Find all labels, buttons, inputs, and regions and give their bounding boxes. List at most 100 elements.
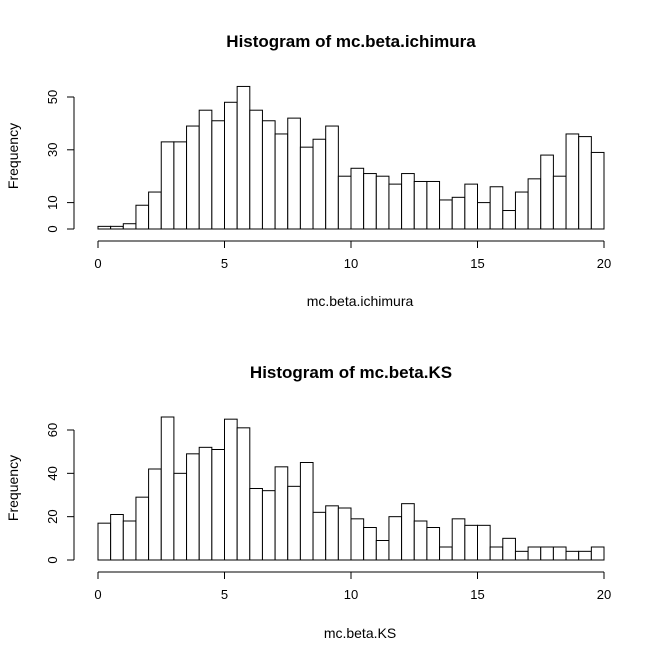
histogram-bar bbox=[514, 191, 529, 230]
histogram-bar bbox=[186, 453, 200, 561]
histogram-bar bbox=[426, 180, 441, 230]
histogram-bar bbox=[552, 175, 567, 230]
histogram-bar bbox=[413, 180, 428, 230]
histogram-bar bbox=[578, 136, 592, 230]
histogram-bar bbox=[439, 199, 453, 230]
x-tick-label: 15 bbox=[470, 587, 484, 602]
histogram-bar bbox=[261, 490, 276, 561]
histogram-bar bbox=[287, 117, 301, 230]
histogram-bar bbox=[135, 496, 150, 561]
chart-title: Histogram of mc.beta.KS bbox=[250, 363, 452, 382]
histogram-bar bbox=[249, 488, 263, 561]
histogram-bar bbox=[451, 518, 466, 561]
histogram-bar bbox=[565, 550, 580, 561]
histogram-bar bbox=[565, 133, 580, 230]
x-tick-label: 0 bbox=[94, 587, 101, 602]
histogram-ichimura: Histogram of mc.beta.ichimura mc.beta.ic… bbox=[5, 32, 611, 309]
histogram-bar bbox=[173, 472, 188, 561]
histogram-bar bbox=[97, 225, 112, 230]
histogram-bar bbox=[413, 520, 428, 561]
histogram-bar bbox=[464, 183, 479, 230]
histogram-bar bbox=[337, 175, 352, 230]
histogram-bar bbox=[350, 518, 365, 561]
histogram-bar bbox=[287, 485, 301, 561]
histogram-bar bbox=[464, 524, 479, 561]
histogram-bar bbox=[224, 101, 238, 230]
y-tick-label: 0 bbox=[45, 225, 60, 232]
histogram-bar bbox=[148, 191, 162, 230]
y-tick-label: 50 bbox=[45, 90, 60, 104]
histogram-bar bbox=[426, 527, 441, 561]
histogram-bar bbox=[110, 225, 124, 230]
histogram-bar bbox=[274, 133, 289, 230]
x-tick-label: 10 bbox=[344, 587, 358, 602]
histogram-bar bbox=[122, 223, 137, 230]
histogram-bar bbox=[261, 120, 276, 230]
histogram-bar bbox=[363, 173, 377, 230]
histogram-bar bbox=[375, 175, 390, 230]
histogram-bar bbox=[236, 427, 251, 561]
x-axis-label: mc.beta.KS bbox=[324, 625, 396, 641]
histogram-bar bbox=[198, 446, 213, 561]
y-tick-label: 20 bbox=[45, 509, 60, 523]
histogram-bar bbox=[527, 178, 542, 230]
x-axis-label: mc.beta.ichimura bbox=[307, 293, 414, 309]
histogram-bar bbox=[97, 522, 112, 561]
histogram-bar bbox=[337, 507, 352, 561]
histogram-bar bbox=[224, 418, 238, 561]
histogram-bar bbox=[173, 141, 188, 230]
histogram-bar bbox=[110, 514, 124, 561]
histogram-bar bbox=[122, 520, 137, 561]
histogram-bar bbox=[148, 468, 162, 561]
x-tick-label: 5 bbox=[221, 587, 228, 602]
y-tick-label: 60 bbox=[45, 423, 60, 437]
histogram-bar bbox=[439, 546, 453, 561]
histogram-bar bbox=[477, 202, 491, 230]
histogram-bar bbox=[502, 210, 516, 230]
histogram-bar bbox=[274, 466, 289, 561]
histogram-bar bbox=[299, 146, 314, 230]
histogram-bar bbox=[578, 550, 592, 561]
histogram-bar bbox=[160, 416, 175, 561]
histogram-bar bbox=[514, 550, 529, 561]
chart-title: Histogram of mc.beta.ichimura bbox=[226, 32, 476, 51]
histogram-bar bbox=[249, 109, 263, 230]
histogram-bar bbox=[236, 85, 251, 230]
histogram-bar bbox=[312, 138, 327, 230]
x-tick-label: 15 bbox=[470, 256, 484, 271]
x-tick-label: 20 bbox=[597, 587, 611, 602]
histogram-bar bbox=[489, 186, 504, 230]
histogram-bar bbox=[401, 503, 415, 561]
x-tick-label: 0 bbox=[94, 256, 101, 271]
x-tick-label: 5 bbox=[221, 256, 228, 271]
histogram-bar bbox=[590, 151, 605, 230]
histogram-bar bbox=[211, 120, 226, 230]
histogram-bar bbox=[363, 527, 377, 561]
histogram-bar bbox=[540, 154, 554, 230]
histogram-bar bbox=[489, 546, 504, 561]
y-tick-label: 40 bbox=[45, 466, 60, 480]
histogram-bar bbox=[388, 183, 403, 230]
histogram-bar bbox=[198, 109, 213, 230]
histogram-bar bbox=[527, 546, 542, 561]
histogram-bar bbox=[160, 141, 175, 230]
y-tick-label: 30 bbox=[45, 143, 60, 157]
y-axis-label: Frequency bbox=[5, 455, 21, 521]
histogram-bar bbox=[388, 516, 403, 561]
histogram-bar bbox=[502, 537, 516, 561]
histogram-bar bbox=[375, 540, 390, 561]
histogram-ks: Histogram of mc.beta.KS mc.beta.KS Frequ… bbox=[5, 363, 611, 641]
histogram-bar bbox=[325, 125, 339, 230]
histogram-bar bbox=[477, 524, 491, 561]
y-tick-label: 10 bbox=[45, 195, 60, 209]
histogram-bar bbox=[590, 546, 605, 561]
x-tick-label: 20 bbox=[597, 256, 611, 271]
histogram-bar bbox=[299, 462, 314, 561]
histogram-bar bbox=[540, 546, 554, 561]
x-tick-label: 10 bbox=[344, 256, 358, 271]
histogram-bar bbox=[135, 204, 150, 230]
histogram-bar bbox=[186, 125, 200, 230]
y-tick-label: 0 bbox=[45, 556, 60, 563]
y-axis-label: Frequency bbox=[5, 123, 21, 189]
